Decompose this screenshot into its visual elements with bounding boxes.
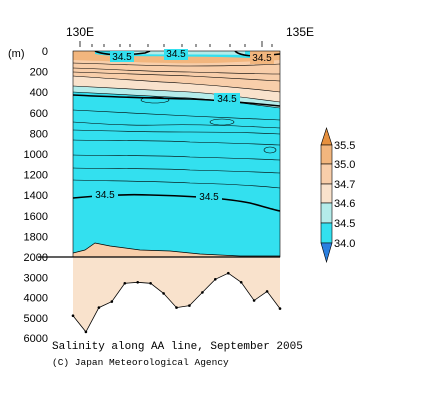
seafloor-point: [136, 281, 139, 284]
seafloor-point: [227, 271, 230, 275]
y-tick-label: 1000: [24, 149, 48, 161]
y-tick-label: 4000: [24, 293, 48, 305]
colorbar-label: 34.5: [334, 218, 355, 230]
seafloor-point: [175, 306, 178, 309]
seafloor-point: [252, 299, 256, 302]
lower-panel: [71, 257, 282, 338]
colorbar-label: 35.5: [334, 140, 355, 152]
upper-bottom: [73, 243, 280, 257]
tick-130e: 130E: [66, 25, 94, 39]
y-unit-label: (m): [8, 48, 25, 60]
tick-135e: 135E: [286, 25, 314, 39]
y-tick-label: 1400: [24, 190, 48, 202]
y-tick-label: 600: [30, 108, 48, 120]
contour-label: 34.5: [166, 49, 186, 60]
contour-label: 34.5: [217, 94, 237, 105]
contour-label: 34.5: [252, 53, 272, 64]
top-axis: [79, 41, 273, 47]
colorbar-label: 35.0: [334, 159, 355, 171]
contour-label: 34.5: [95, 190, 115, 201]
y-tick-label: 1800: [24, 231, 48, 243]
contour-label: 34.5: [199, 192, 219, 203]
seafloor-point: [214, 278, 217, 281]
colorbar-top-arrow: [320, 127, 333, 146]
contour-labels: 34.5 34.5 34.5 34.5 34.5 34.5: [92, 49, 274, 203]
y-tick-label: 200: [30, 67, 48, 79]
seafloor-point: [162, 292, 165, 295]
colorbar-label: 34.0: [334, 238, 355, 250]
seafloor-point: [265, 290, 269, 293]
y-tick-label: 400: [30, 87, 48, 99]
colorbar-bottom-arrow: [320, 242, 333, 264]
credit-line: (C) Japan Meteorological Agency: [52, 357, 229, 368]
y-tick-label: 2000: [24, 252, 48, 264]
seafloor-point: [84, 330, 88, 334]
y-axis: 0 200 400 600 800 1000 1200 1400 1600 1800 2000 300…: [24, 46, 48, 345]
y-tick-label: 1200: [24, 170, 48, 182]
chart-caption: Salinity along AA line, September 2005: [52, 341, 303, 353]
y-tick-label: 5000: [24, 313, 48, 325]
lower-seafloor-fill: [73, 257, 280, 332]
seafloor-point: [278, 307, 282, 310]
colorbar: 35.5 35.0 34.7 34.6 34.5 34.0: [320, 127, 355, 264]
seafloor-point: [97, 306, 101, 309]
contour-label: 34.5: [112, 52, 132, 63]
y-tick-label: 800: [30, 128, 48, 140]
seafloor-point: [71, 314, 75, 318]
y-tick-label: 6000: [24, 333, 48, 345]
upper-panel: [73, 51, 280, 257]
seafloor-point: [201, 291, 204, 294]
y-tick-label: 3000: [24, 272, 48, 284]
colorbar-label: 34.7: [334, 179, 355, 191]
seafloor-point: [149, 282, 152, 285]
y-tick-label: 1600: [24, 211, 48, 223]
y-tick-label: 0: [42, 46, 48, 58]
seafloor-point: [110, 300, 114, 303]
colorbar-label: 34.6: [334, 198, 355, 210]
seafloor-point: [239, 281, 243, 284]
lower-seafloor-points: [71, 271, 282, 334]
seafloor-point: [123, 282, 127, 285]
seafloor-point: [188, 304, 191, 307]
